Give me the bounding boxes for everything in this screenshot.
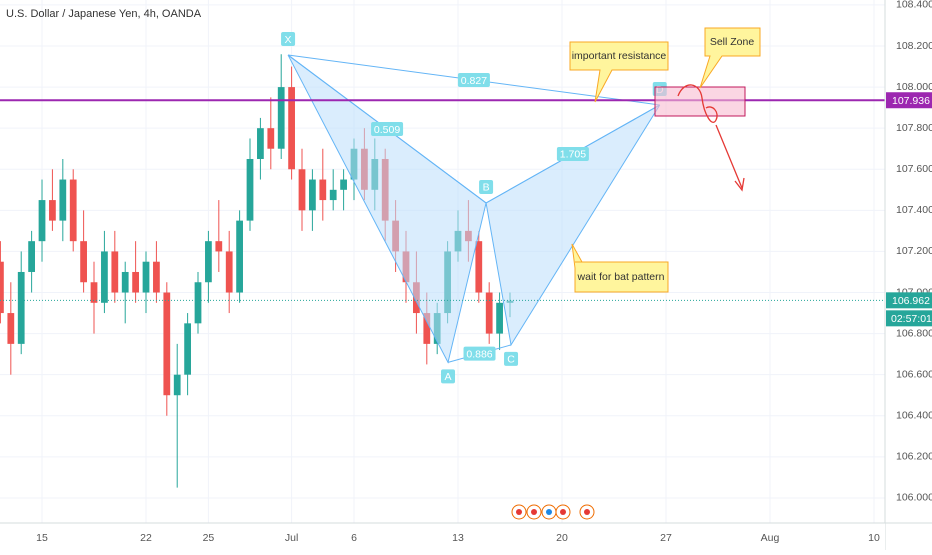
price-badge-label: 107.936 bbox=[892, 95, 930, 107]
candle-body bbox=[340, 179, 347, 190]
pattern-point-label: A bbox=[445, 371, 452, 383]
y-tick-label: 107.400 bbox=[896, 204, 932, 216]
candle-body bbox=[246, 158, 254, 221]
candle-body bbox=[298, 169, 306, 211]
candle-body bbox=[38, 200, 46, 242]
candle-body bbox=[288, 87, 295, 170]
sell-arrow bbox=[715, 124, 743, 189]
ratio-box bbox=[457, 73, 490, 88]
ratio-box bbox=[463, 346, 496, 361]
candle-body bbox=[194, 282, 202, 324]
candle-body bbox=[80, 241, 87, 283]
candle-body bbox=[319, 179, 327, 201]
candle-body bbox=[90, 282, 98, 303]
price-badge bbox=[886, 92, 932, 109]
candle-body bbox=[121, 271, 129, 293]
pattern-point bbox=[441, 369, 456, 384]
y-tick-label: 107.600 bbox=[896, 163, 932, 175]
candle-body bbox=[49, 200, 56, 221]
countdown-badge bbox=[886, 310, 932, 327]
candle-body bbox=[28, 241, 35, 272]
x-tick-label: 10 bbox=[868, 532, 880, 544]
y-tick-label: 106.200 bbox=[896, 451, 932, 463]
y-tick-label: 108.000 bbox=[896, 81, 932, 93]
callout-text: important resistance bbox=[572, 50, 667, 62]
candle-body bbox=[277, 87, 285, 149]
candle-body bbox=[475, 241, 483, 293]
chart-title: U.S. Dollar / Japanese Yen, 4h, OANDA bbox=[6, 8, 202, 20]
candle-body bbox=[184, 323, 191, 375]
ratio-label: 0.886 bbox=[466, 348, 492, 360]
ratio-label: 1.705 bbox=[560, 149, 586, 161]
x-tick-label: 27 bbox=[660, 532, 672, 544]
candle-body bbox=[236, 220, 243, 293]
x-tick-label: 15 bbox=[36, 532, 48, 544]
pattern-point-label: B bbox=[483, 182, 490, 194]
candle-body bbox=[0, 261, 4, 314]
callout-text: wait for bat pattern bbox=[577, 271, 665, 283]
candle-body bbox=[309, 179, 316, 211]
price-badge-label: 106.962 bbox=[892, 295, 930, 307]
candle-body bbox=[205, 241, 212, 283]
candle-body bbox=[163, 292, 171, 396]
ratio-label: 0.509 bbox=[374, 124, 400, 136]
candle-body bbox=[132, 271, 139, 293]
y-tick-label: 107.800 bbox=[896, 122, 932, 134]
callout-text: Sell Zone bbox=[710, 36, 755, 48]
time-axis bbox=[0, 523, 885, 550]
candle-body bbox=[215, 241, 223, 252]
candle-body bbox=[101, 251, 108, 303]
x-tick-label: Jul bbox=[285, 532, 298, 544]
y-tick-label: 108.200 bbox=[896, 40, 932, 52]
candle-body bbox=[173, 374, 181, 396]
x-tick-label: Aug bbox=[761, 532, 780, 544]
price-axis bbox=[885, 0, 932, 550]
x-tick-label: 6 bbox=[351, 532, 357, 544]
y-tick-label: 108.400 bbox=[896, 0, 932, 11]
callout: Sell Zone bbox=[699, 27, 761, 89]
candle-body bbox=[59, 179, 67, 221]
candle-body bbox=[7, 313, 15, 344]
candle-body bbox=[69, 179, 77, 242]
ratio-box bbox=[371, 122, 404, 137]
candle-body bbox=[225, 251, 233, 293]
candle-body bbox=[153, 261, 160, 293]
x-tick-label: 25 bbox=[203, 532, 215, 544]
callout: wait for bat pattern bbox=[571, 243, 669, 293]
candle-body bbox=[496, 302, 503, 334]
y-tick-label: 106.600 bbox=[896, 368, 932, 380]
x-tick-label: 13 bbox=[452, 532, 464, 544]
pattern-point bbox=[504, 351, 519, 366]
ratio-label: 0.827 bbox=[461, 75, 487, 87]
pattern-point-label: C bbox=[507, 354, 515, 366]
candle-body bbox=[267, 128, 275, 149]
price-badge bbox=[886, 292, 932, 309]
pattern-point bbox=[479, 179, 494, 194]
events bbox=[511, 504, 595, 520]
y-tick-label: 106.800 bbox=[896, 327, 932, 339]
candle-body bbox=[485, 292, 493, 334]
x-tick-label: 22 bbox=[140, 532, 152, 544]
sell-curve bbox=[677, 84, 718, 123]
candle-body bbox=[257, 128, 264, 159]
y-tick-label: 107.200 bbox=[896, 245, 932, 257]
y-tick-label: 106.400 bbox=[896, 410, 932, 422]
y-tick-label: 106.000 bbox=[896, 492, 932, 504]
candle-body bbox=[142, 261, 150, 293]
callout: important resistance bbox=[569, 41, 669, 103]
x-tick-label: 20 bbox=[556, 532, 568, 544]
candle-body bbox=[111, 251, 119, 293]
ratio-box bbox=[556, 146, 589, 161]
pattern-point-label: X bbox=[285, 34, 292, 46]
candle-body bbox=[17, 271, 25, 344]
pattern-point bbox=[281, 32, 296, 47]
candle-body bbox=[423, 313, 431, 344]
sell-arrowhead bbox=[734, 177, 745, 192]
countdown-label: 02:57:01 bbox=[891, 313, 932, 325]
candle-body bbox=[329, 189, 337, 201]
